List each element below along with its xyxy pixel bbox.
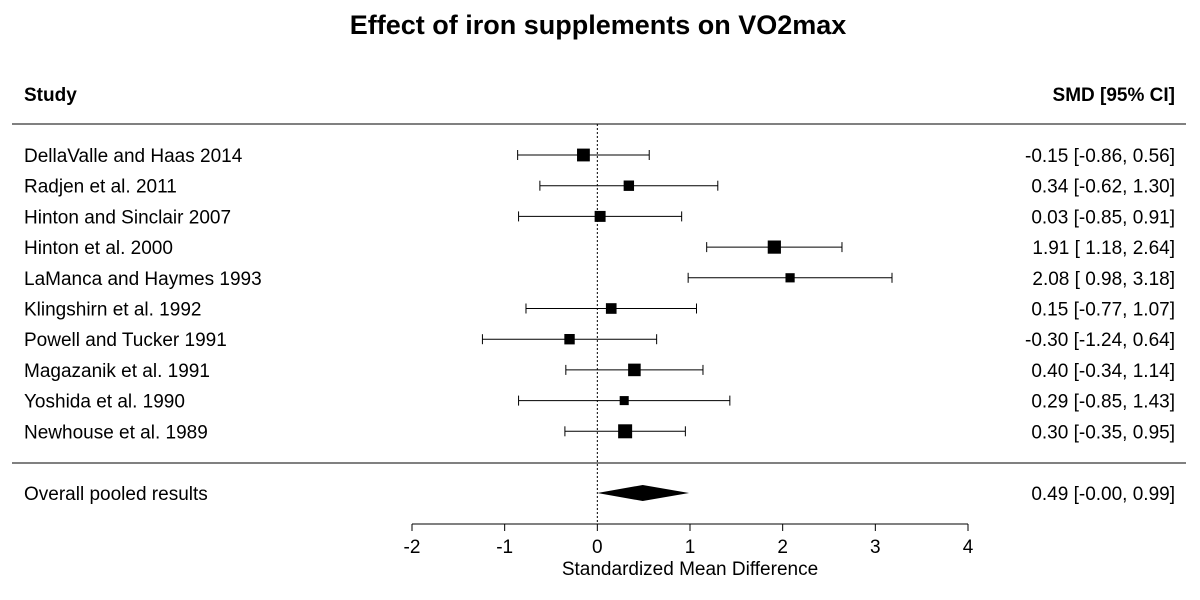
point-estimate [767,240,781,254]
smd-value: -0.15 [-0.86, 0.56] [1025,146,1175,167]
study-rows: DellaValle and Haas 2014 -0.15 [-0.86, 0.… [24,146,1175,505]
smd-value: 0.40 [-0.34, 1.14] [1031,361,1175,382]
study-name: Powell and Tucker 1991 [24,330,227,351]
smd-column-header: SMD [95% CI] [1053,85,1175,106]
x-tick-label: -1 [496,537,513,558]
study-row: DellaValle and Haas 2014 -0.15 [-0.86, 0.… [24,146,1175,167]
smd-value: 0.29 [-0.85, 1.43] [1031,392,1175,413]
smd-value: 1.91 [ 1.18, 2.64] [1032,238,1175,259]
pooled-diamond [597,485,690,501]
study-name: Magazanik et al. 1991 [24,361,210,382]
x-tick-label: 0 [592,537,603,558]
x-tick-label: 2 [777,537,788,558]
overall-smd-value: 0.49 [-0.00, 0.99] [1031,484,1175,505]
point-estimate [623,180,635,191]
study-row: Powell and Tucker 1991 -0.30 [-1.24, 0.64… [24,330,1175,351]
study-name: DellaValle and Haas 2014 [24,146,243,167]
study-row: Yoshida et al. 1990 0.29 [-0.85, 1.43] [24,392,1175,413]
study-row: Klingshirn et al. 1992 0.15 [-0.77, 1.07] [24,300,1175,321]
point-estimate [577,148,590,162]
point-estimate [628,363,641,377]
smd-value: 0.15 [-0.77, 1.07] [1031,300,1175,321]
overall-name: Overall pooled results [24,484,208,505]
smd-value: 0.30 [-0.35, 0.95] [1031,422,1175,443]
point-estimate [564,334,575,345]
study-row: Magazanik et al. 1991 0.40 [-0.34, 1.14] [24,361,1175,382]
point-estimate [785,273,795,283]
point-estimate [605,303,617,314]
study-row: Hinton et al. 2000 1.91 [ 1.18, 2.64] [24,238,1175,259]
x-axis-label: Standardized Mean Difference [562,559,818,580]
study-name: LaManca and Haymes 1993 [24,269,262,290]
x-tick-label: 3 [870,537,881,558]
smd-value: -0.30 [-1.24, 0.64] [1025,330,1175,351]
smd-value: 0.03 [-0.85, 0.91] [1031,207,1175,228]
smd-value: 0.34 [-0.62, 1.30] [1031,177,1175,198]
point-estimate [618,424,633,439]
study-row: Radjen et al. 2011 0.34 [-0.62, 1.30] [24,177,1175,198]
smd-value: 2.08 [ 0.98, 3.18] [1032,269,1175,290]
study-name: Yoshida et al. 1990 [24,392,185,413]
point-estimate [619,396,629,406]
x-tick-label: -2 [404,537,421,558]
point-estimate [594,210,606,222]
study-row: Newhouse et al. 1989 0.30 [-0.35, 0.95] [24,422,1175,443]
study-name: Radjen et al. 2011 [24,177,177,198]
study-name: Klingshirn et al. 1992 [24,300,201,321]
x-tick-label: 4 [963,537,974,558]
chart-title: Effect of iron supplements on VO2max [350,10,847,40]
x-tick-label: 1 [685,537,696,558]
x-axis: -2 -1 0 1 2 3 4 [404,523,974,558]
study-row: Hinton and Sinclair 2007 0.03 [-0.85, 0.9… [24,207,1175,228]
study-column-header: Study [24,85,77,106]
study-name: Hinton et al. 2000 [24,238,173,259]
study-row: LaManca and Haymes 1993 2.08 [ 0.98, 3.18… [24,269,1175,290]
overall-row: Overall pooled results 0.49 [-0.00, 0.99] [24,484,1175,505]
study-name: Newhouse et al. 1989 [24,422,208,443]
study-name: Hinton and Sinclair 2007 [24,207,231,228]
